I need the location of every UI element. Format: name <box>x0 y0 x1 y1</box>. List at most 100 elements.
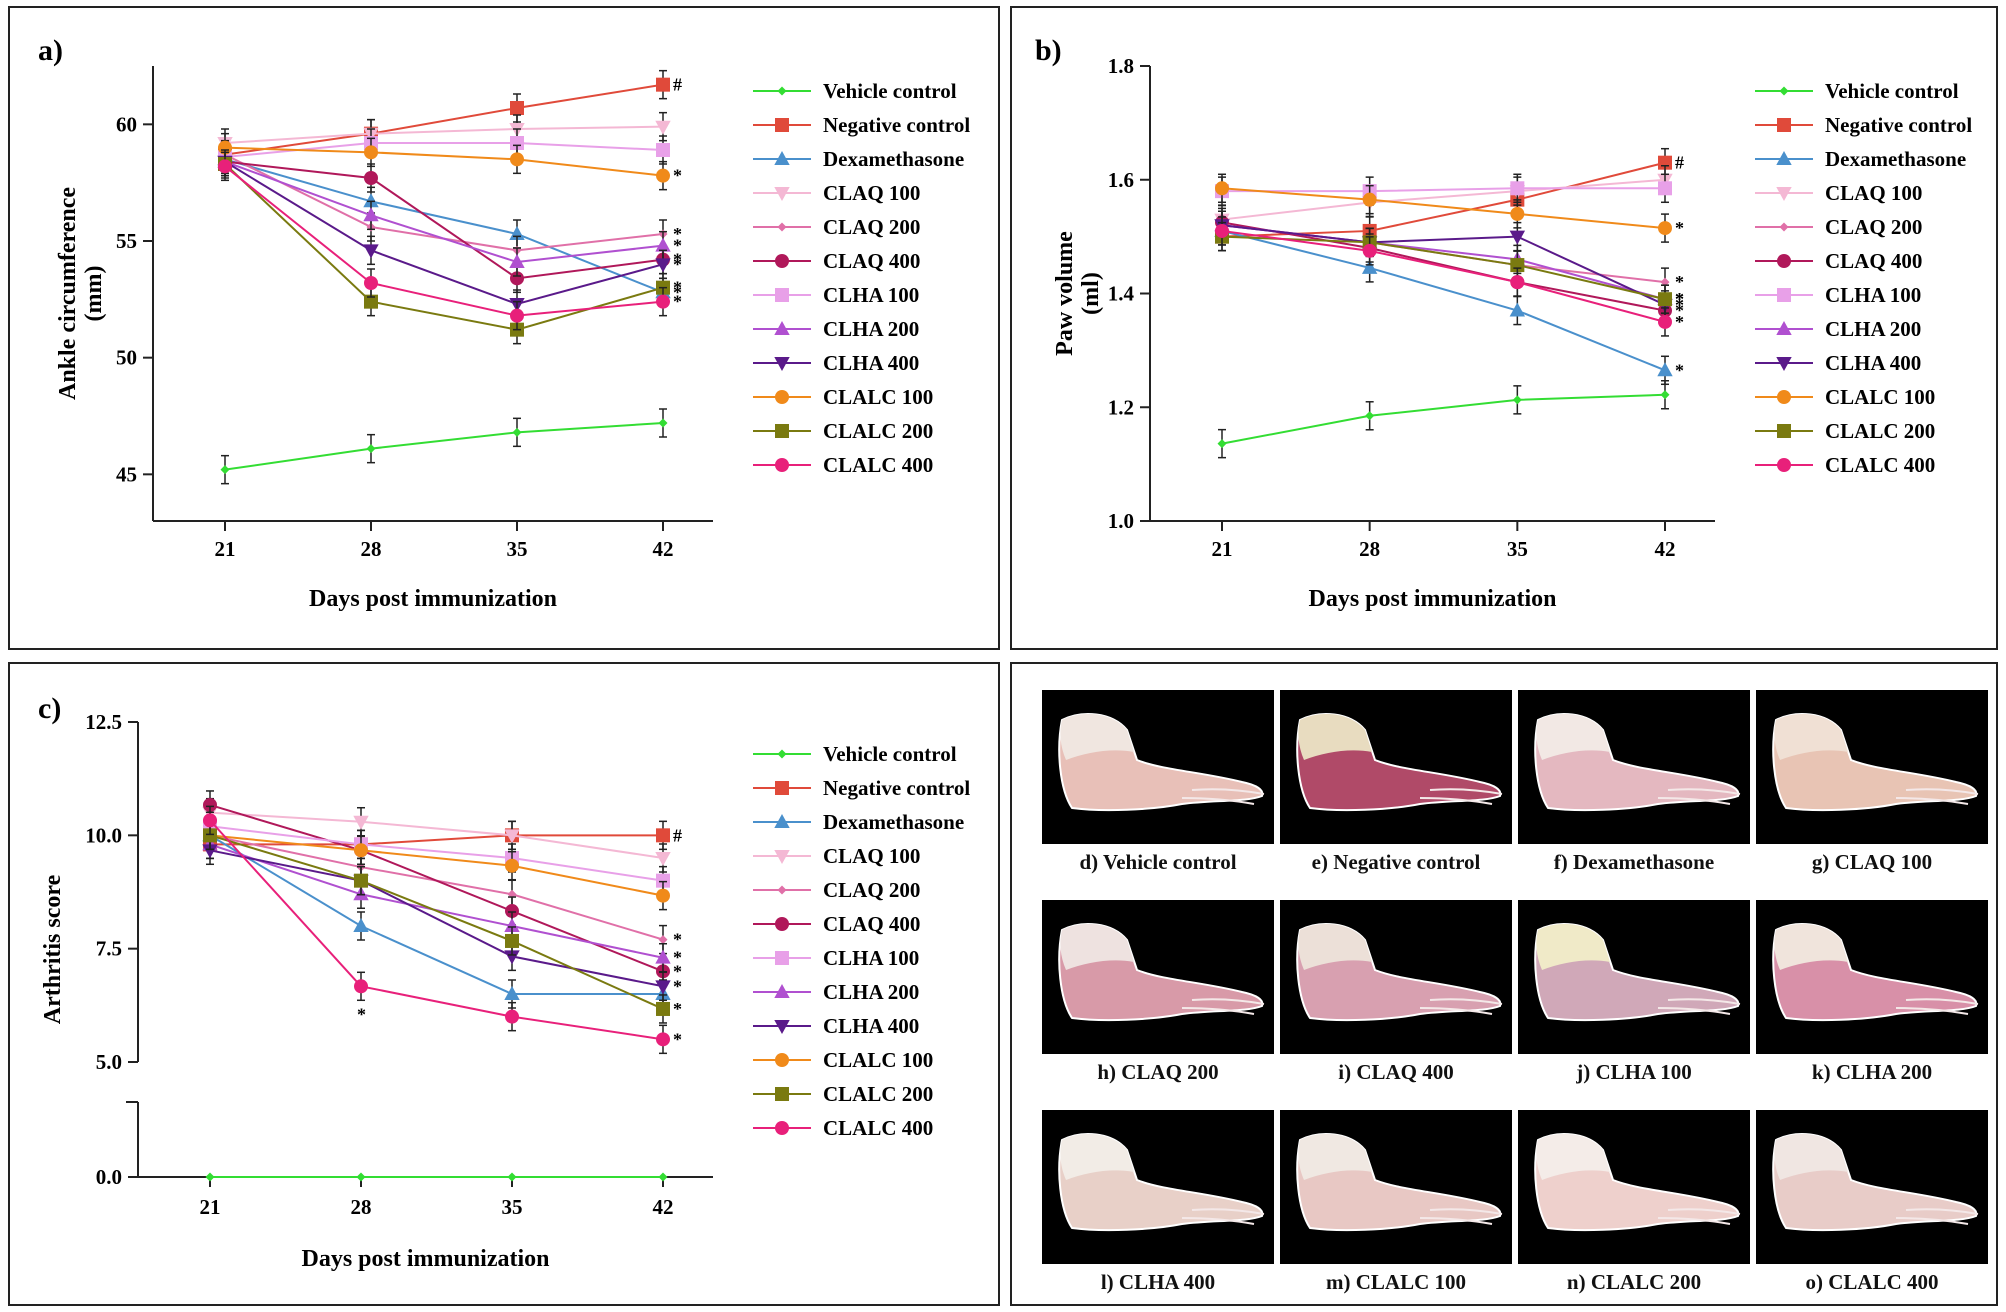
series-line <box>1221 229 1666 323</box>
legend-item-claq-200: CLAQ 200 <box>753 215 920 239</box>
x-tick-label: 28 <box>361 537 382 561</box>
legend-label: Dexamethasone <box>1825 147 1966 171</box>
series-line <box>224 160 664 306</box>
y-tick-label: 1.4 <box>1108 282 1135 306</box>
paw-toe <box>1191 998 1265 1005</box>
x-tick-label: 35 <box>1507 537 1528 561</box>
series-dexamethasone: * <box>1214 216 1684 386</box>
paw-toe <box>1895 1007 1969 1015</box>
data-point <box>656 1001 670 1016</box>
legend-marker <box>1779 222 1789 232</box>
legend-label: Negative control <box>823 113 970 137</box>
legend-label: Vehicle control <box>823 79 957 103</box>
legend-item-vehicle-control: Vehicle control <box>753 79 957 103</box>
legend-item-clalc-100: CLALC 100 <box>753 385 933 409</box>
data-point <box>1365 411 1375 421</box>
x-tick-label: 42 <box>1655 537 1676 561</box>
data-point <box>366 444 376 454</box>
paw-toe <box>1181 1217 1255 1225</box>
legend-label: CLAQ 100 <box>1825 181 1922 205</box>
data-point <box>220 465 230 475</box>
data-point <box>1660 390 1670 400</box>
data-point <box>512 427 522 437</box>
legend-label: CLALC 400 <box>823 1116 933 1140</box>
legend-item-clalc-100: CLALC 100 <box>1755 385 1935 409</box>
legend-marker <box>775 458 789 472</box>
photo-caption: m) CLALC 100 <box>1326 1270 1466 1294</box>
series-line <box>224 160 664 264</box>
significance-mark: # <box>1675 153 1684 173</box>
significance-mark: * <box>673 236 682 256</box>
x-tick-label: 42 <box>653 1195 674 1219</box>
significance-mark: * <box>1675 360 1684 380</box>
data-point <box>504 917 520 932</box>
legend-marker <box>1777 118 1791 132</box>
paw-shape <box>1772 923 1979 1022</box>
paw-photo-m-clalc-100: m) CLALC 100 <box>1280 1110 1512 1295</box>
significance-mark: * <box>1675 295 1684 315</box>
paw-image <box>1280 690 1512 844</box>
series-claq-100 <box>1214 165 1673 235</box>
paw-toe <box>1419 1217 1493 1225</box>
legend-marker <box>775 917 789 931</box>
series-vehicle-control <box>220 408 668 485</box>
series-line <box>224 422 664 471</box>
paw-toe <box>1181 797 1255 805</box>
significance-mark: * <box>673 948 682 968</box>
x-axis-label: Days post immunization <box>309 586 557 612</box>
legend-marker <box>1777 254 1791 268</box>
paw-image <box>1518 1110 1750 1264</box>
legend-label: Dexamethasone <box>823 810 964 834</box>
paw-shape <box>1534 713 1741 812</box>
legend-marker <box>775 424 789 438</box>
series-line <box>224 163 664 331</box>
series-negative-control: # <box>218 69 682 170</box>
legend-item-clha-100: CLHA 100 <box>753 946 919 970</box>
paw-photo-j-clha-100: j) CLHA 100 <box>1518 900 1750 1085</box>
series-clalc-400: * <box>218 151 682 331</box>
data-point <box>1509 302 1526 317</box>
paw-fur <box>1298 714 1372 760</box>
paw-toe <box>1419 797 1493 805</box>
legend-marker <box>777 86 787 96</box>
legend-label: CLHA 400 <box>1825 351 1921 375</box>
data-point <box>655 258 671 273</box>
series-clha-200: * <box>217 146 682 277</box>
legend-marker <box>775 254 789 268</box>
panel-b-box <box>1010 6 1998 650</box>
data-point <box>656 873 670 888</box>
data-point <box>202 844 218 859</box>
significance-mark: * <box>673 961 682 981</box>
paw-fur <box>1536 924 1610 970</box>
data-point <box>505 904 519 919</box>
data-point <box>504 985 520 1000</box>
photo-caption: k) CLHA 200 <box>1811 1060 1933 1084</box>
x-tick-label: 28 <box>351 1195 372 1219</box>
legend-marker <box>1776 320 1792 335</box>
y-tick-label: 1.8 <box>1108 54 1134 78</box>
data-point <box>1509 230 1526 245</box>
y-tick-label: 1.0 <box>1108 509 1134 533</box>
data-point <box>1658 314 1672 329</box>
data-point <box>1512 395 1522 405</box>
data-point <box>1510 181 1525 196</box>
paw-fur <box>1774 714 1848 760</box>
legend-item-clalc-400: CLALC 400 <box>753 1116 933 1140</box>
photo-caption: n) CLALC 200 <box>1566 1270 1702 1294</box>
x-axis-label: Days post immunization <box>1308 586 1556 612</box>
legend-label: CLAQ 200 <box>1825 215 1922 239</box>
data-point <box>1362 192 1377 207</box>
paw-image <box>1042 1110 1274 1264</box>
paw-toe <box>1429 788 1503 795</box>
legend-item-clha-400: CLHA 400 <box>1755 351 1921 375</box>
significance-mark: * <box>1675 218 1684 238</box>
significance-mark: * <box>673 278 682 298</box>
legend-marker <box>774 813 790 828</box>
significance-mark: * <box>357 1004 366 1024</box>
x-tick-label: 21 <box>200 1195 221 1219</box>
paw-image <box>1280 900 1512 1054</box>
paw-shape <box>1296 923 1503 1022</box>
legend-marker <box>775 390 789 404</box>
series-line <box>224 125 664 144</box>
data-point <box>218 140 232 155</box>
